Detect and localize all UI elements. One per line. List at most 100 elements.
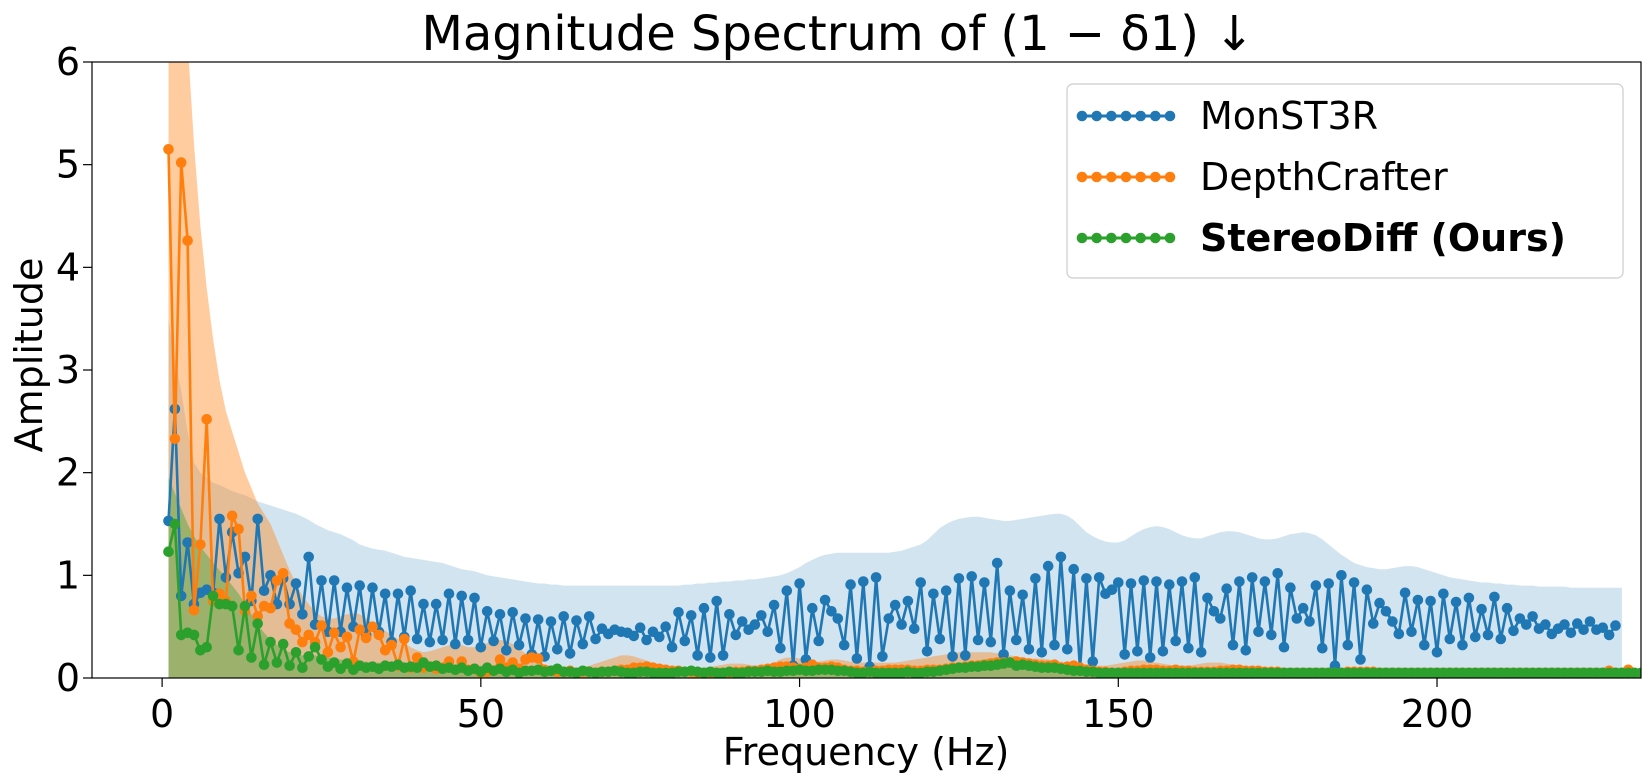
legend-marker <box>1106 171 1117 183</box>
data-point <box>1246 572 1258 583</box>
data-point <box>736 616 748 627</box>
data-point <box>641 634 652 646</box>
data-point <box>418 598 429 610</box>
data-point <box>877 651 888 662</box>
x-axis: 0 50 100 150 200 <box>150 678 1473 736</box>
legend-marker <box>1076 171 1088 183</box>
data-point <box>195 539 206 550</box>
data-point <box>265 636 276 648</box>
data-point <box>858 576 869 587</box>
data-point <box>826 606 837 617</box>
data-point <box>1017 589 1028 601</box>
data-point <box>1227 639 1239 651</box>
data-point <box>367 621 378 632</box>
data-point <box>367 582 378 593</box>
data-point <box>679 635 691 647</box>
data-point <box>1132 646 1143 657</box>
x-tick-label: 0 <box>150 692 174 736</box>
legend-marker <box>1120 171 1132 183</box>
y-tick-label: 1 <box>56 553 80 597</box>
data-point <box>794 578 805 589</box>
data-point <box>870 572 882 583</box>
data-point <box>1463 592 1475 604</box>
data-point <box>277 568 289 579</box>
data-point <box>634 622 646 633</box>
data-point <box>1170 635 1181 647</box>
data-point <box>501 645 512 656</box>
data-point <box>1412 594 1424 606</box>
data-point <box>1348 577 1360 588</box>
data-point <box>258 585 270 596</box>
y-tick-label: 6 <box>56 40 80 84</box>
legend-marker <box>1091 232 1102 244</box>
data-point <box>1011 634 1022 646</box>
data-point <box>1106 584 1118 595</box>
data-point <box>239 600 251 612</box>
y-axis-label: Amplitude <box>7 258 51 453</box>
data-point <box>1151 576 1162 587</box>
data-point <box>354 624 366 635</box>
data-point <box>341 582 353 593</box>
data-point <box>271 575 283 586</box>
data-point <box>1450 596 1462 608</box>
data-point <box>1036 647 1048 658</box>
data-point <box>163 144 174 155</box>
data-point <box>768 599 780 611</box>
data-point <box>169 518 181 530</box>
data-point <box>252 513 263 525</box>
data-point <box>979 577 990 588</box>
data-point <box>1068 563 1079 575</box>
data-point <box>1336 570 1347 581</box>
data-point <box>297 609 308 620</box>
legend-marker <box>1135 171 1146 183</box>
data-point <box>1521 619 1532 630</box>
data-point <box>1361 584 1373 595</box>
legend-box <box>1066 83 1624 279</box>
data-point <box>1164 579 1175 590</box>
data-point <box>838 639 850 651</box>
data-point <box>1406 626 1417 638</box>
data-point <box>1062 644 1073 655</box>
data-point <box>902 595 914 607</box>
data-point <box>928 588 939 600</box>
y-tick-label: 4 <box>56 245 80 289</box>
data-point <box>437 634 448 646</box>
data-point <box>1285 582 1296 593</box>
data-point <box>1272 568 1283 579</box>
data-point <box>1055 551 1067 563</box>
data-point <box>1565 627 1577 639</box>
data-point <box>226 510 238 522</box>
data-point <box>909 623 920 634</box>
data-point <box>1368 618 1379 629</box>
data-point <box>1610 620 1621 631</box>
data-point <box>1540 619 1551 630</box>
data-point <box>290 647 302 658</box>
legend-marker <box>1135 110 1146 122</box>
data-point <box>188 604 200 616</box>
data-point <box>1176 576 1188 587</box>
legend: MonST3R DepthCrafter StereoDiff (Ours) <box>1066 83 1624 279</box>
data-point <box>711 595 722 607</box>
data-point <box>226 600 238 612</box>
data-point <box>832 613 844 624</box>
data-point <box>1438 588 1449 600</box>
data-point <box>1297 602 1309 614</box>
data-point <box>991 557 1003 569</box>
x-tick-label: 150 <box>1082 692 1155 736</box>
data-point <box>297 662 308 673</box>
x-axis-label: Frequency (Hz) <box>723 730 1010 774</box>
legend-marker <box>1150 232 1161 244</box>
data-point <box>775 642 786 654</box>
data-point <box>469 592 480 604</box>
data-point <box>1419 639 1430 651</box>
data-point <box>1125 578 1137 589</box>
data-point <box>1189 572 1201 583</box>
data-point <box>660 621 671 632</box>
data-point <box>1387 616 1398 627</box>
data-point <box>1457 639 1468 651</box>
data-point <box>1087 656 1099 667</box>
data-point <box>1240 645 1252 656</box>
legend-marker <box>1135 232 1146 244</box>
data-point <box>1584 616 1596 627</box>
